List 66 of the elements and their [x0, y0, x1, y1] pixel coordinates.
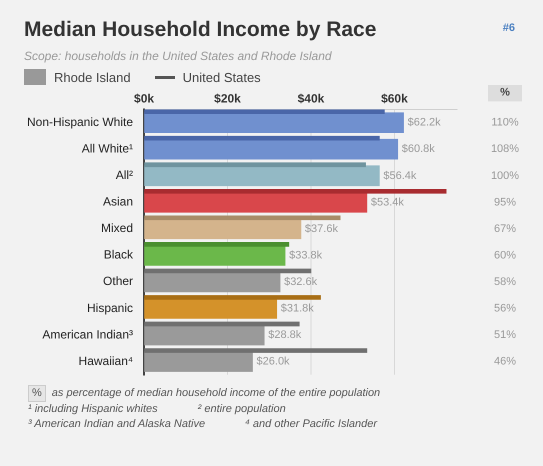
text: 60%: [494, 249, 516, 262]
text: 58%: [494, 276, 516, 288]
bar: [144, 112, 404, 133]
bar: [144, 192, 368, 213]
x-tick-label: $0k: [134, 92, 154, 106]
bar: [144, 268, 312, 274]
bar: [144, 348, 368, 353]
bar: [144, 242, 290, 247]
bar: [144, 188, 446, 194]
text: 110%: [491, 116, 519, 129]
text: ¹ including Hispanic whites: [28, 403, 158, 415]
y-tick-label: Hawaiian⁴: [78, 354, 134, 368]
bar: [144, 138, 398, 160]
text: 100%: [490, 170, 520, 182]
y-tick-label: Hispanic: [87, 300, 134, 315]
bar: [144, 162, 366, 168]
bar: [144, 109, 385, 114]
text: 51%: [494, 329, 516, 342]
y-tick-label: Asian: [103, 194, 134, 209]
y-tick-label: Other: [103, 274, 134, 288]
bar: [144, 298, 278, 319]
bar: [144, 218, 302, 240]
series-label: United States: [182, 70, 261, 84]
bar: [144, 351, 253, 372]
x-tick-label: $60k: [381, 92, 408, 106]
legend-label: Rhode Island: [54, 70, 131, 84]
text: 67%: [494, 222, 516, 235]
text: ² entire population: [198, 403, 286, 415]
y-tick-label: Mixed: [101, 221, 134, 236]
y-tick-label: Black: [104, 248, 134, 262]
y-tick-label: All White¹: [82, 142, 134, 156]
data-label: $32.6k: [284, 276, 318, 288]
text: ³ American Indian and Alaska Native: [28, 418, 206, 430]
bar: [144, 295, 321, 300]
data-label: $33.8k: [289, 249, 323, 262]
text: #6: [502, 22, 515, 34]
text: ⁴ and other Pacific Islander: [245, 418, 378, 430]
text: 95%: [494, 196, 516, 208]
data-label: $62.2k: [408, 116, 442, 129]
bar: [144, 322, 300, 326]
x-tick-label: $40k: [298, 92, 325, 106]
text: 46%: [494, 356, 516, 368]
y-tick-label: Non-Hispanic White: [26, 114, 134, 129]
chart-title: Median Household Income by Race: [24, 18, 376, 41]
text: %: [32, 387, 42, 399]
bar: [144, 324, 265, 346]
data-label: $37.6k: [304, 222, 338, 235]
chart-subtitle: Scope: households in the United States and Rhode Island: [24, 49, 333, 63]
data-label: $31.8k: [280, 302, 314, 314]
text: 108%: [490, 143, 520, 156]
y-tick-label: All²: [116, 168, 134, 182]
data-label: $60.8k: [402, 143, 436, 156]
data-label: $26.0k: [256, 356, 290, 368]
bar: [144, 272, 280, 292]
bar: [144, 165, 380, 186]
text: %: [500, 86, 510, 98]
x-tick-label: $20k: [214, 92, 242, 106]
text: 56%: [494, 302, 516, 314]
data-label: $56.4k: [383, 170, 417, 182]
text: as percentage of median household income of the entire population: [52, 387, 380, 399]
bar: [144, 216, 340, 220]
bar: [144, 245, 286, 266]
data-label: $53.4k: [370, 196, 404, 208]
bar: [144, 136, 380, 141]
data-label: $28.8k: [268, 329, 302, 342]
y-tick-label: American Indian³: [42, 327, 134, 342]
